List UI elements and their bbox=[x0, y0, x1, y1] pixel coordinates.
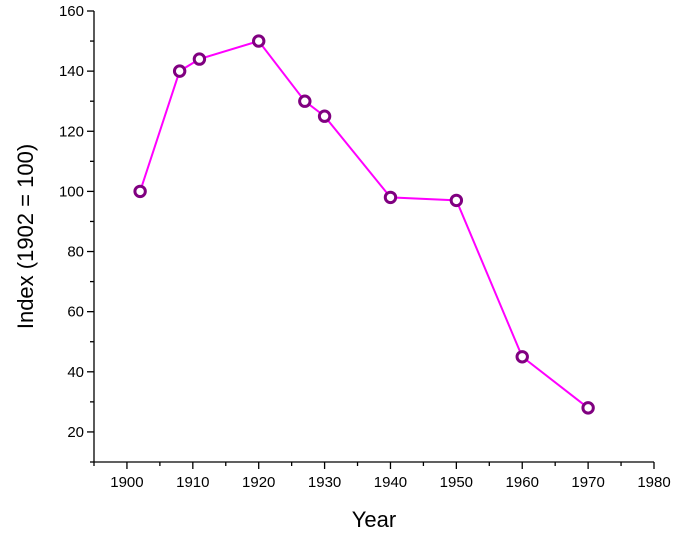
data-point bbox=[172, 64, 187, 78]
y-tick-label: 20 bbox=[67, 424, 84, 441]
x-tick-label: 1930 bbox=[308, 474, 341, 491]
y-axis-title: Index (1902 = 100) bbox=[13, 144, 38, 329]
series-layer bbox=[133, 34, 595, 415]
data-point bbox=[192, 52, 207, 66]
x-tick-label: 1950 bbox=[440, 474, 473, 491]
data-point bbox=[252, 34, 266, 48]
data-point bbox=[449, 193, 464, 208]
data-point bbox=[298, 94, 312, 108]
data-point bbox=[515, 350, 529, 364]
y-tick-label: 120 bbox=[59, 123, 84, 140]
x-axis-title: Year bbox=[352, 507, 396, 532]
y-tick-label: 80 bbox=[67, 244, 84, 261]
x-tick-label: 1910 bbox=[176, 474, 209, 491]
y-tick-label: 160 bbox=[59, 3, 84, 20]
y-tick-label: 140 bbox=[59, 63, 84, 80]
axes bbox=[93, 11, 654, 463]
series-line bbox=[139, 39, 589, 409]
x-tick-label: 1920 bbox=[242, 474, 275, 491]
data-point bbox=[317, 109, 332, 123]
data-point bbox=[383, 190, 398, 205]
data-point bbox=[581, 401, 595, 415]
data-point bbox=[133, 184, 147, 199]
x-tick-label: 1940 bbox=[374, 474, 407, 491]
y-tick-label: 100 bbox=[59, 183, 84, 200]
x-tick-label: 1960 bbox=[506, 474, 539, 491]
x-tick-label: 1980 bbox=[637, 474, 670, 491]
x-tick-label: 1900 bbox=[110, 474, 143, 491]
y-tick-label: 40 bbox=[67, 364, 84, 381]
x-tick-label: 1970 bbox=[571, 474, 604, 491]
ticks: 1900 1910 1920 1930 1940 1950 1960 1970 1980 20 40… bbox=[59, 3, 671, 491]
y-tick-label: 60 bbox=[67, 304, 84, 321]
